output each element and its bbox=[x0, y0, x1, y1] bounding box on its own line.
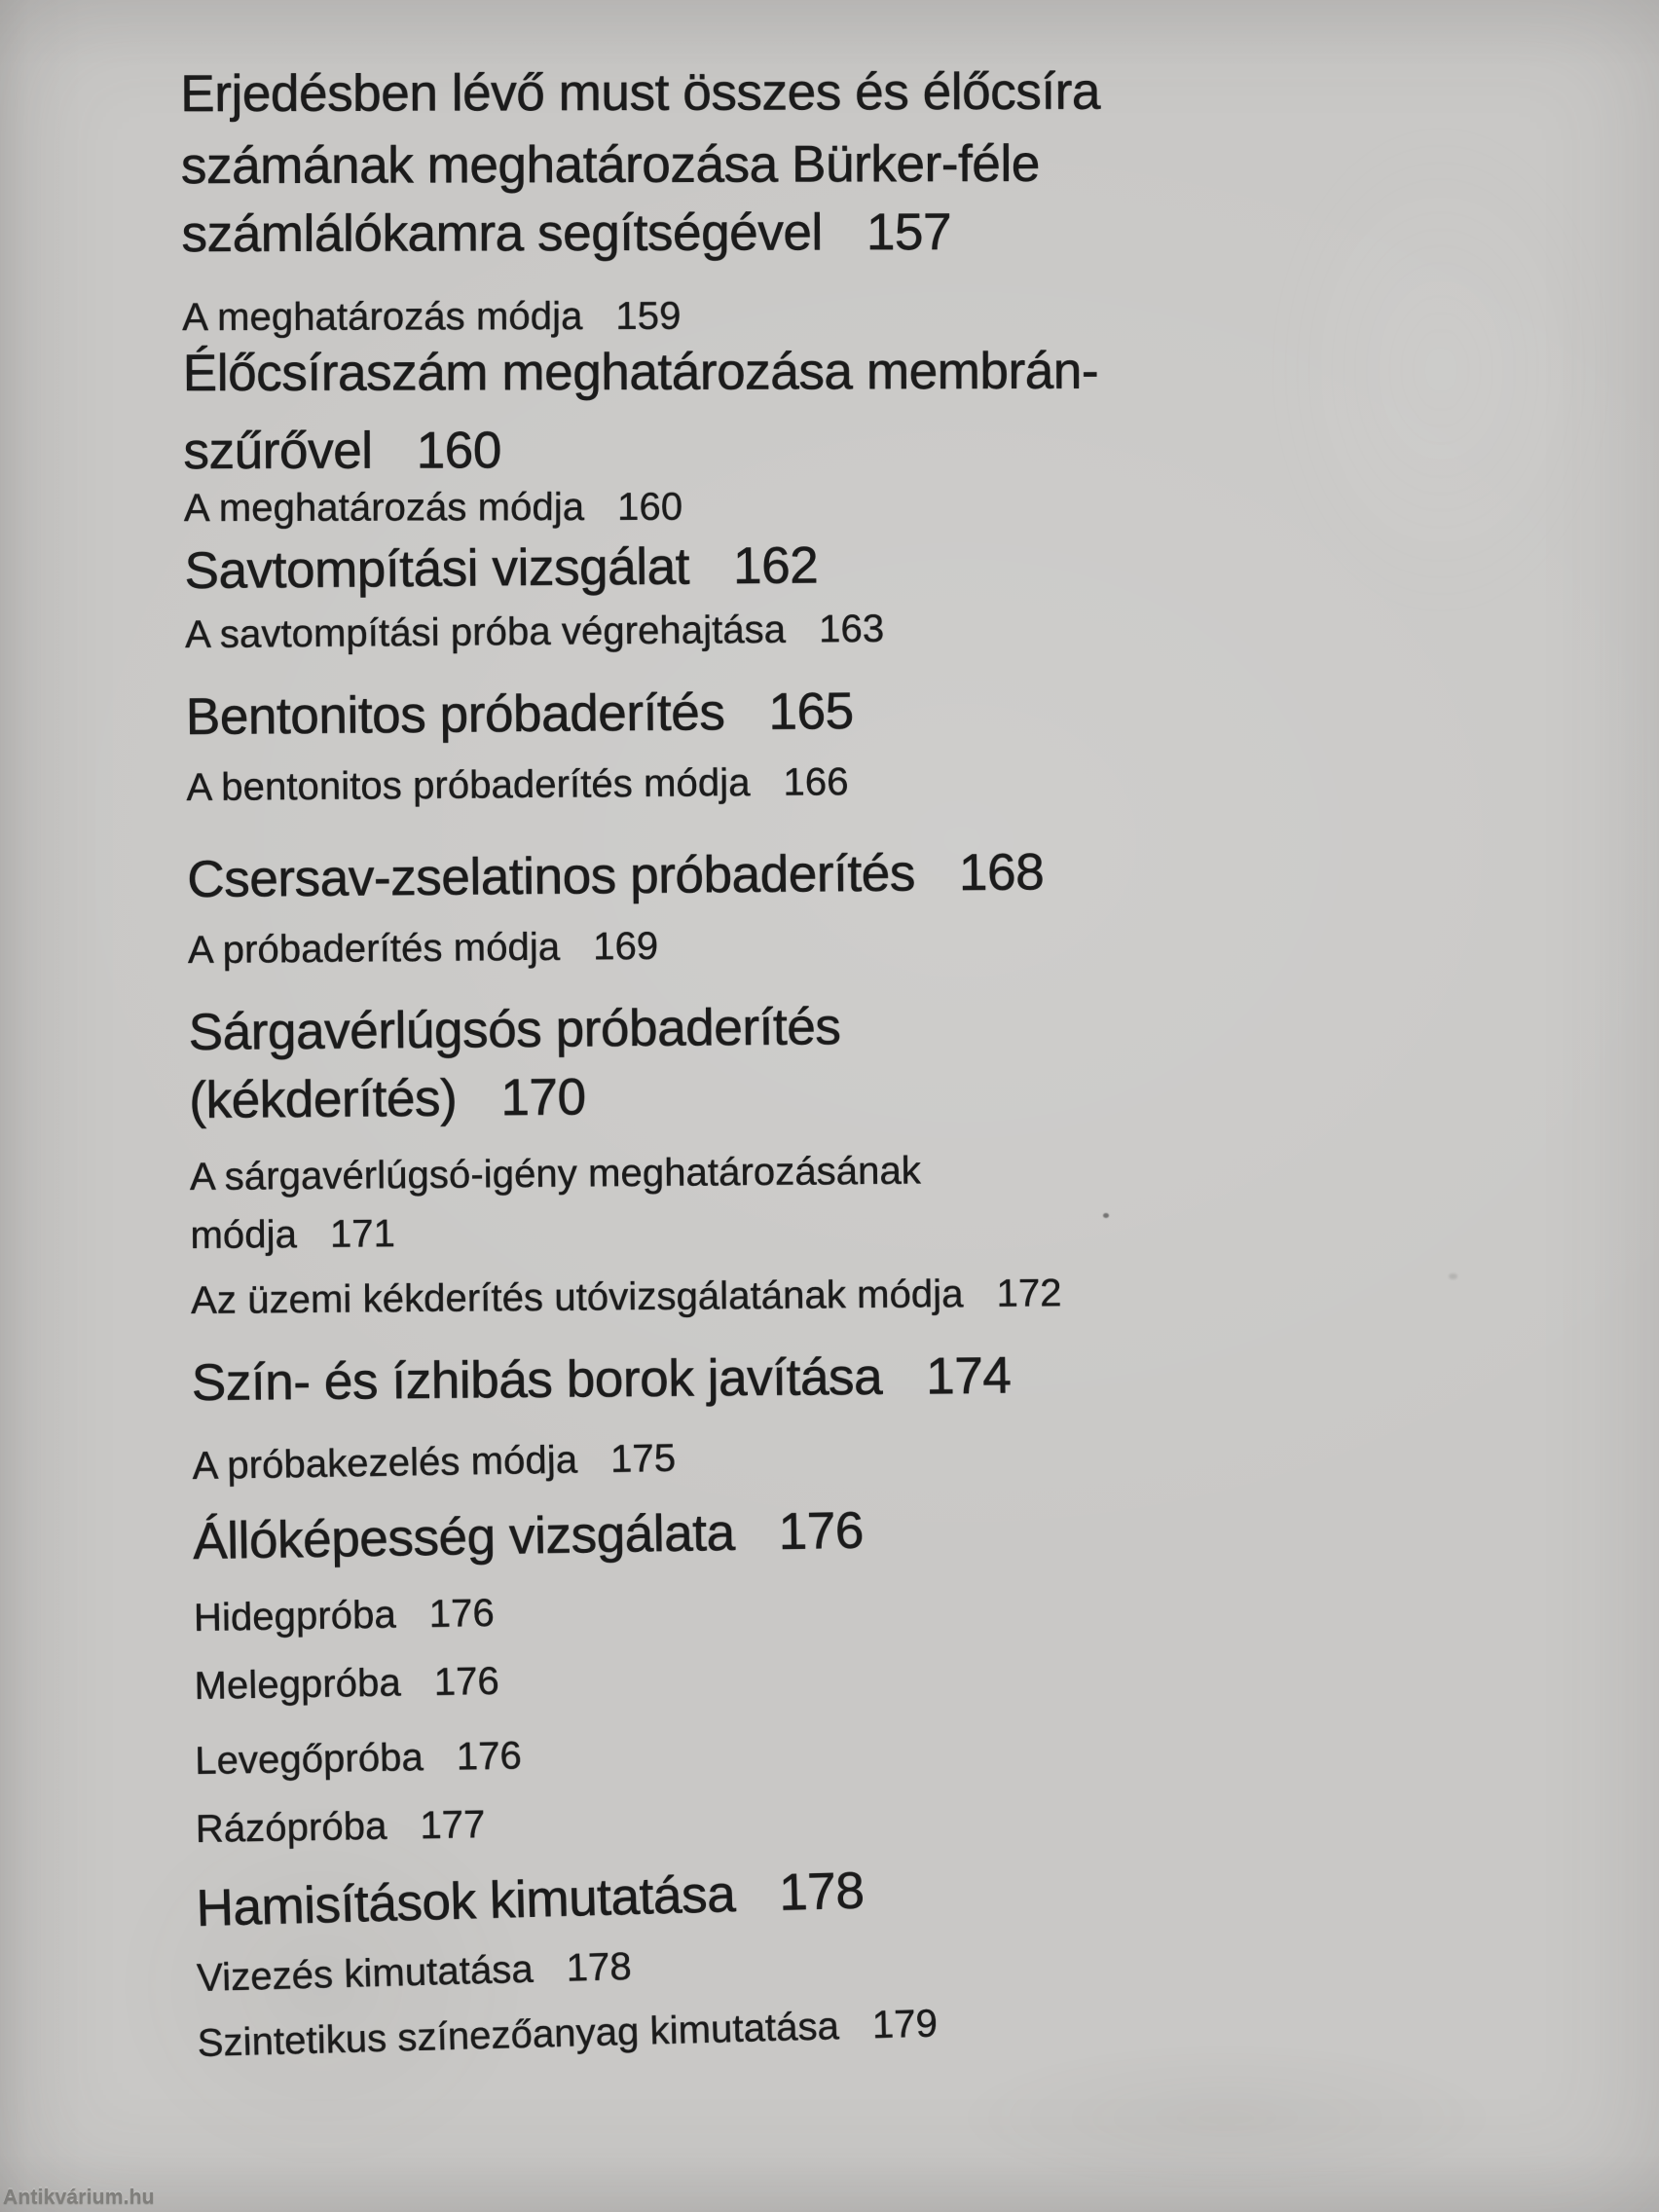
toc-entry-text: Erjedésben lévő must összes és élőcsíra bbox=[180, 62, 1101, 124]
toc-entry-text: Szintetikus színezőanyag kimutatása bbox=[197, 2005, 840, 2065]
toc-entry-text: szűrővel bbox=[183, 422, 373, 481]
toc-entry-line: Bentonitos próbaderítés 165 bbox=[185, 682, 854, 747]
toc-entry-text: A sárgavérlúgsó-igény meghatározásának bbox=[189, 1149, 922, 1199]
toc-page-number: 160 bbox=[617, 485, 683, 530]
toc-entry-line: (kékderítés) 170 bbox=[189, 1068, 586, 1130]
toc-page-number: 179 bbox=[871, 2002, 939, 2047]
toc-page-number: 176 bbox=[428, 1591, 496, 1637]
toc-entry-text: Hamisítások kimutatása bbox=[195, 1865, 736, 1938]
toc-page-number: 170 bbox=[500, 1068, 586, 1127]
toc-entry-text: Az üzemi kékderítés utóvizsgálatának mód… bbox=[190, 1272, 964, 1323]
toc-entry-text: Vizezés kimutatása bbox=[196, 1947, 535, 2000]
toc-entry-line: Csersav-zselatinos próbaderítés 168 bbox=[187, 843, 1045, 908]
toc-entry-line: A meghatározás módja 160 bbox=[183, 485, 683, 531]
toc-entry-line: A próbaderítés módja 169 bbox=[187, 924, 659, 973]
toc-page-number: 166 bbox=[783, 760, 849, 804]
toc-entry-text: Bentonitos próbaderítés bbox=[185, 683, 725, 747]
toc-entry-text: számlálókamra segítségével bbox=[181, 203, 823, 264]
toc-entry-text: A savtompítási próba végrehajtása bbox=[184, 608, 787, 657]
toc-page-number: 178 bbox=[566, 1944, 633, 1990]
toc-entry-line: A próbakezelés módja 175 bbox=[192, 1436, 677, 1489]
toc-page-number: 177 bbox=[420, 1803, 486, 1848]
toc-entry-line: számának meghatározása Bürker-féle bbox=[180, 134, 1041, 196]
toc-entry-line: A meghatározás módja 159 bbox=[182, 294, 682, 340]
toc-entry-line: Levegőpróba 176 bbox=[194, 1734, 523, 1784]
toc-entry-text: (kékderítés) bbox=[189, 1069, 458, 1130]
toc-entry-text: Rázópróba bbox=[195, 1804, 387, 1852]
toc-entry-text: számának meghatározása Bürker-féle bbox=[180, 134, 1041, 196]
toc-entry-text: Melegpróba bbox=[194, 1661, 402, 1709]
toc-entry-text: Élőcsíraszám meghatározása membrán- bbox=[182, 342, 1099, 403]
toc-entry-line: Szintetikus színezőanyag kimutatása 179 bbox=[197, 2002, 939, 2065]
toc-page-number: 176 bbox=[778, 1501, 865, 1562]
toc-page-number: 157 bbox=[866, 203, 952, 262]
toc-entry-line: módja 171 bbox=[190, 1212, 396, 1258]
toc-page-number: 168 bbox=[958, 843, 1045, 903]
toc-entry-line: Hidegpróba 176 bbox=[193, 1591, 496, 1641]
toc-page-number: 159 bbox=[615, 294, 682, 339]
toc-page-number: 171 bbox=[329, 1212, 396, 1256]
toc-entry-line: szűrővel 160 bbox=[183, 422, 502, 480]
toc-entry-line: Vizezés kimutatása 178 bbox=[196, 1944, 633, 2000]
toc-page-number: 176 bbox=[433, 1659, 500, 1704]
toc-entry-text: módja bbox=[190, 1213, 298, 1258]
toc-entry-text: Sárgavérlúgsós próbaderítés bbox=[188, 998, 841, 1062]
toc-page-number: 174 bbox=[925, 1346, 1012, 1406]
toc-entry-text: A próbakezelés módja bbox=[192, 1438, 578, 1489]
toc-page-number: 169 bbox=[593, 924, 659, 969]
toc-entry-text: A próbaderítés módja bbox=[187, 925, 561, 973]
toc-entry-text: A meghatározás módja bbox=[183, 485, 585, 531]
toc-entry-text: A bentonitos próbaderítés módja bbox=[186, 760, 751, 810]
toc-page-number: 162 bbox=[732, 536, 819, 596]
toc-entry-line: Állóképesség vizsgálata 176 bbox=[192, 1501, 865, 1571]
toc-entry-text: Állóképesség vizsgálata bbox=[192, 1503, 736, 1571]
toc-page-number: 172 bbox=[996, 1272, 1062, 1315]
toc-page-number: 175 bbox=[609, 1436, 677, 1481]
toc-entry-line: Az üzemi kékderítés utóvizsgálatának mód… bbox=[190, 1272, 1062, 1323]
toc-entry-line: A sárgavérlúgsó-igény meghatározásának bbox=[189, 1149, 922, 1199]
toc-entry-line: Erjedésben lévő must összes és élőcsíra bbox=[180, 62, 1101, 124]
toc-page-number: 165 bbox=[768, 682, 854, 741]
toc-entry-line: Savtompítási vizsgálat 162 bbox=[184, 536, 819, 600]
toc-entry-line: Hamisítások kimutatása 178 bbox=[195, 1862, 866, 1938]
toc-entry-line: Szín- és ízhibás borok javítása 174 bbox=[191, 1346, 1012, 1413]
toc-entry-line: A bentonitos próbaderítés módja 166 bbox=[186, 760, 849, 810]
antikvarium-watermark: Antikvárium.hu bbox=[3, 2186, 155, 2208]
toc-entry-line: számlálókamra segítségével 157 bbox=[181, 203, 952, 264]
toc-entry-line: Élőcsíraszám meghatározása membrán- bbox=[182, 342, 1099, 403]
toc-page-number: 178 bbox=[778, 1862, 866, 1922]
toc-entry-text: Csersav-zselatinos próbaderítés bbox=[187, 844, 916, 909]
toc-page-number: 160 bbox=[416, 422, 502, 480]
toc-entry-line: Sárgavérlúgsós próbaderítés bbox=[188, 998, 841, 1062]
toc-entry-text: Savtompítási vizsgálat bbox=[184, 537, 690, 601]
toc-entry-text: Szín- és ízhibás borok javítása bbox=[191, 1347, 883, 1413]
toc-page-number: 163 bbox=[818, 607, 885, 651]
toc-entry-text: Levegőpróba bbox=[194, 1736, 424, 1784]
toc-entry-text: Hidegpróba bbox=[193, 1593, 397, 1641]
toc-entry-line: Rázópróba 177 bbox=[195, 1803, 486, 1852]
toc-page-number: 176 bbox=[456, 1734, 523, 1779]
toc-entry-line: Melegpróba 176 bbox=[194, 1659, 500, 1709]
toc-entry-line: A savtompítási próba végrehajtása 163 bbox=[184, 607, 885, 657]
toc-entry-text: A meghatározás módja bbox=[182, 294, 583, 340]
